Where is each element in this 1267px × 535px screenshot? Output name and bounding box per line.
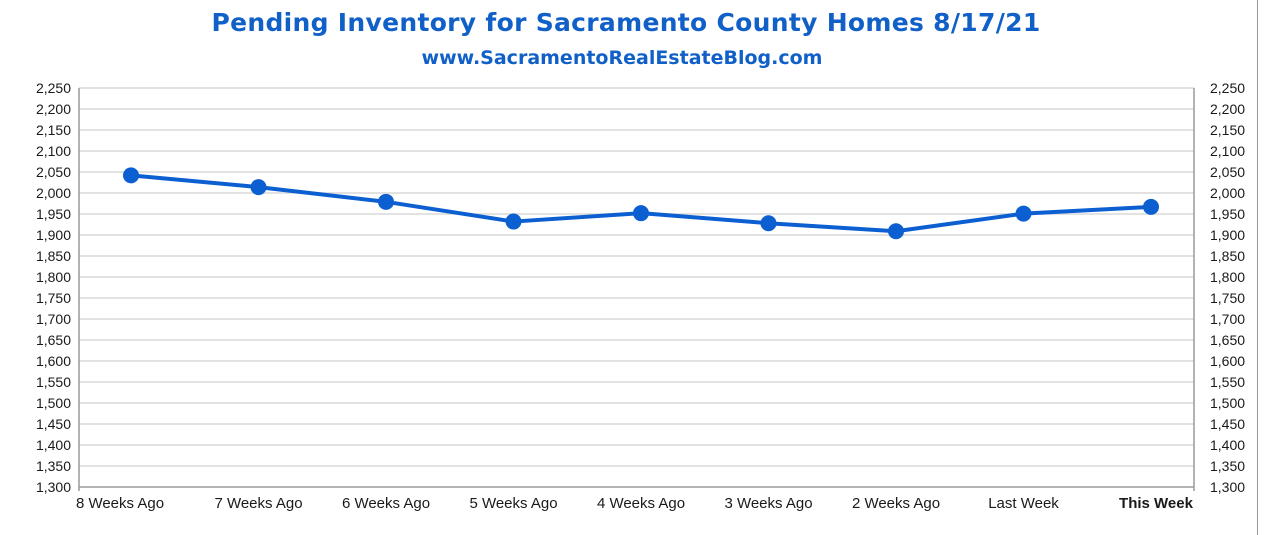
chart-subtitle: www.SacramentoRealEstateBlog.com <box>421 47 823 69</box>
y-tick-label-right: 2,050 <box>1210 164 1245 180</box>
axes <box>78 88 1195 491</box>
y-tick-label-right: 1,450 <box>1210 416 1245 432</box>
y-tick-label-left: 1,450 <box>36 416 71 432</box>
y-tick-label-left: 1,800 <box>36 269 71 285</box>
x-tick-label: This Week <box>1119 495 1194 512</box>
x-tick-label: Last Week <box>988 495 1059 512</box>
y-tick-label-left: 1,850 <box>36 248 71 264</box>
y-tick-label-left: 2,000 <box>36 185 71 201</box>
series-line <box>129 173 1153 234</box>
y-tick-label-right: 2,250 <box>1210 80 1245 96</box>
data-point <box>633 205 649 222</box>
y-tick-label-right: 1,600 <box>1210 353 1245 369</box>
data-point <box>1015 205 1032 222</box>
data-point <box>1143 198 1159 215</box>
x-tick-label: 2 Weeks Ago <box>852 495 940 512</box>
series-pending-inventory <box>123 167 1159 240</box>
y-tick-label-left: 2,050 <box>36 164 71 180</box>
data-point <box>505 213 522 230</box>
y-tick-label-left: 1,950 <box>36 206 71 222</box>
data-point <box>378 193 394 210</box>
frame-border <box>1257 0 1258 535</box>
x-tick-label: 8 Weeks Ago <box>76 495 164 512</box>
data-point <box>888 223 904 240</box>
y-tick-label-left: 1,550 <box>36 374 71 390</box>
x-tick-label: 6 Weeks Ago <box>342 495 430 512</box>
y-tick-label-left: 1,750 <box>36 290 71 306</box>
y-tick-label-right: 1,700 <box>1210 311 1245 327</box>
y-tick-label-right: 1,650 <box>1210 332 1245 348</box>
x-tick-label: 4 Weeks Ago <box>597 495 685 512</box>
y-tick-label-right: 1,550 <box>1210 374 1245 390</box>
gridlines <box>79 87 1194 467</box>
x-tick-label: 7 Weeks Ago <box>214 495 302 512</box>
chart-title: Pending Inventory for Sacramento County … <box>211 8 1041 37</box>
y-tick-label-right: 1,300 <box>1210 479 1245 495</box>
y-tick-label-left: 1,300 <box>36 479 71 495</box>
y-tick-label-right: 1,750 <box>1210 290 1245 306</box>
data-point <box>123 167 139 184</box>
y-tick-label-right: 2,100 <box>1210 143 1245 159</box>
y-tick-label-left: 2,100 <box>36 143 71 159</box>
y-tick-label-right: 1,850 <box>1210 248 1245 264</box>
y-tick-label-left: 1,600 <box>36 353 71 369</box>
y-tick-label-left: 2,150 <box>36 122 71 138</box>
y-tick-label-left: 1,500 <box>36 395 71 411</box>
y-tick-label-right: 2,150 <box>1210 122 1245 138</box>
y-tick-label-right: 1,500 <box>1210 395 1245 411</box>
y-tick-label-left: 1,400 <box>36 437 71 453</box>
y-tick-label-left: 2,250 <box>36 80 71 96</box>
y-tick-label-right: 1,350 <box>1210 458 1245 474</box>
y-tick-label-right: 2,200 <box>1210 101 1245 117</box>
x-tick-label: 5 Weeks Ago <box>469 495 557 512</box>
y-tick-label-left: 1,900 <box>36 227 71 243</box>
x-axis-labels: 8 Weeks Ago 7 Weeks Ago 6 Weeks Ago 5 Weeks… <box>76 495 1194 512</box>
y-tick-label-right: 1,400 <box>1210 437 1245 453</box>
data-point <box>760 215 777 232</box>
y-tick-label-right: 2,000 <box>1210 185 1245 201</box>
x-tick-label: 3 Weeks Ago <box>724 495 812 512</box>
y-tick-label-right: 1,950 <box>1210 206 1245 222</box>
y-axis-left-labels: 1,300 1,350 1,400 1,450 1,500 1,550 1,600 1,650… <box>36 80 71 495</box>
y-tick-label-left: 2,200 <box>36 101 71 117</box>
y-axis-right-labels: 1,300 1,350 1,400 1,450 1,500 1,550 1,600 1,650… <box>1210 80 1245 495</box>
y-tick-label-right: 1,900 <box>1210 227 1245 243</box>
y-tick-label-left: 1,350 <box>36 458 71 474</box>
data-point <box>250 179 267 196</box>
y-tick-label-left: 1,650 <box>36 332 71 348</box>
y-tick-label-left: 1,700 <box>36 311 71 327</box>
y-tick-label-right: 1,800 <box>1210 269 1245 285</box>
